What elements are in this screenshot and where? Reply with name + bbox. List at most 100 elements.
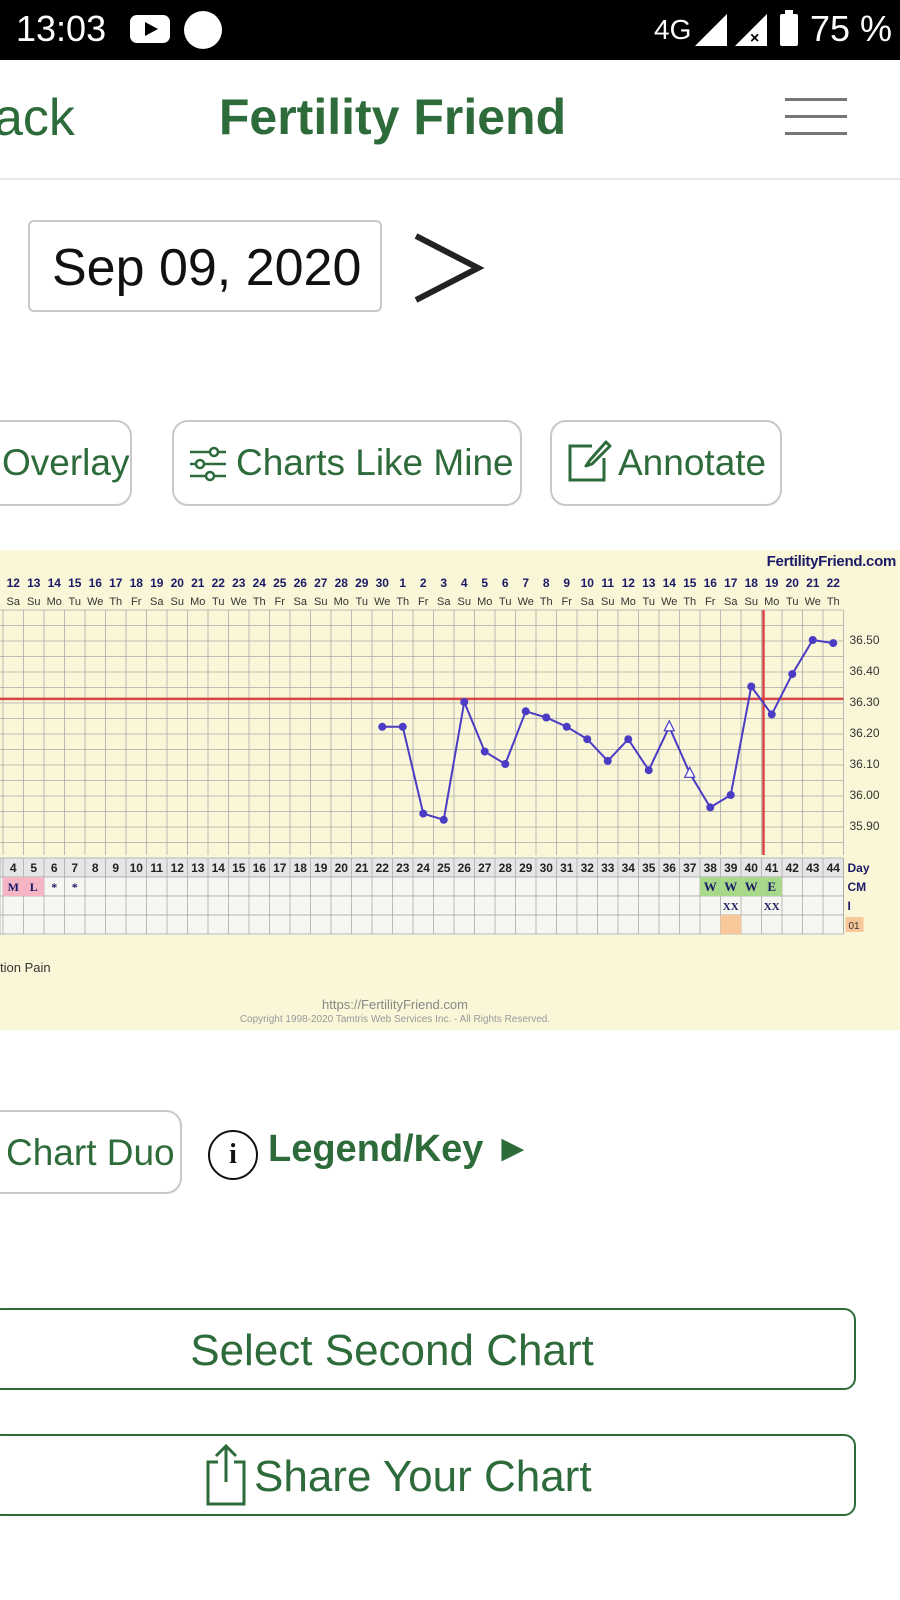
date-tick-label: 5: [481, 576, 488, 590]
date-tick-label: 23: [232, 576, 246, 590]
cycle-day-label: 39: [724, 861, 738, 875]
date-tick-label: 25: [273, 576, 287, 590]
weekday-tick-label: Th: [683, 596, 696, 608]
cycle-day-label: 32: [581, 861, 595, 875]
weekday-tick-label: Th: [109, 596, 122, 608]
date-tick-label: 3: [440, 576, 447, 590]
hamburger-menu-icon[interactable]: [785, 98, 847, 138]
temperature-point: [726, 791, 735, 799]
cycle-day-label: 9: [112, 861, 119, 875]
temperature-point: [706, 803, 715, 812]
date-tick-label: 21: [191, 576, 205, 590]
date-tick-label: 13: [27, 576, 41, 590]
cm-cell: [761, 877, 782, 896]
select-second-chart-button[interactable]: Select Second Chart: [0, 1308, 856, 1390]
date-tick-label: 28: [335, 576, 349, 590]
status-time: 13:03: [16, 8, 107, 49]
cycle-day-label: 30: [540, 861, 554, 875]
weekday-tick-label: Fr: [131, 596, 142, 608]
share-chart-button[interactable]: Share Your Chart: [0, 1434, 856, 1516]
weekday-tick-label: Th: [540, 596, 553, 608]
cycle-day-label: 14: [212, 861, 226, 875]
temperature-line: [382, 638, 834, 822]
weekday-tick-label: Tu: [786, 596, 798, 608]
cycle-day-label: 11: [150, 861, 163, 875]
legend-key-link[interactable]: Legend/Key ►: [268, 1128, 532, 1170]
weekday-tick-label: Tu: [69, 596, 81, 608]
temperature-point: [378, 722, 387, 731]
info-icon[interactable]: i: [208, 1130, 258, 1180]
date-tick-label: 2: [420, 576, 427, 590]
battery-icon: [780, 10, 798, 46]
date-tick-label: 24: [253, 576, 267, 590]
weekday-tick-label: Tu: [212, 596, 224, 608]
weekday-tick-label: Mo: [621, 596, 636, 608]
bbt-chart-panel: FertilityFriend.com 11F12Sa13Su14Mo15Tu1…: [0, 550, 900, 1030]
date-tick-label: 19: [150, 576, 164, 590]
temperature-point: [439, 815, 448, 824]
cycle-day-label: 34: [622, 861, 636, 875]
overlay-button[interactable]: Overlay: [0, 420, 132, 506]
date-tick-label: 22: [827, 576, 841, 590]
date-tick-label: 17: [724, 576, 738, 590]
temperature-point: [542, 713, 551, 722]
cycle-day-label: 22: [376, 861, 390, 875]
temperature-point: [521, 707, 530, 716]
cycle-day-label: 20: [335, 861, 349, 875]
youtube-icon: [130, 15, 170, 43]
date-tick-label: 15: [68, 576, 82, 590]
annotate-button[interactable]: Annotate: [550, 420, 782, 506]
share-chart-label: Share Your Chart: [254, 1452, 592, 1501]
date-tick-label: 20: [786, 576, 800, 590]
cycle-day-label: 23: [396, 861, 410, 875]
weekday-tick-label: Fr: [705, 596, 716, 608]
temperature-point: [747, 682, 756, 691]
signal-icon: [695, 14, 727, 46]
edit-icon: [568, 440, 612, 482]
signal-no-sim-icon: [735, 14, 767, 46]
date-tick-label: 20: [171, 576, 185, 590]
row-label: I: [848, 899, 851, 913]
cycle-day-label: 36: [663, 861, 677, 875]
weekday-tick-label: Th: [253, 596, 266, 608]
back-button[interactable]: ack: [0, 89, 75, 147]
intercourse-mark: XX: [723, 901, 739, 913]
cm-mark: W: [745, 879, 758, 894]
charts-like-mine-button[interactable]: Charts Like Mine: [172, 420, 522, 506]
data-row-bg: [0, 914, 844, 935]
weekday-tick-label: Su: [458, 596, 471, 608]
period-mark: *: [72, 880, 78, 894]
date-field[interactable]: Sep 09, 2020: [28, 220, 382, 312]
chevron-right-icon[interactable]: [412, 232, 492, 312]
cycle-day-label: 37: [683, 861, 697, 875]
cycle-day-label: 33: [601, 861, 615, 875]
row-label: Day: [848, 861, 870, 875]
date-tick-label: 6: [502, 576, 509, 590]
weekday-tick-label: Sa: [294, 596, 308, 608]
cm-mark: E: [767, 879, 776, 894]
date-tick-label: 1: [399, 576, 406, 590]
cycle-day-label: 25: [437, 861, 451, 875]
temperature-point: [583, 735, 592, 744]
temperature-point: [480, 747, 489, 756]
chart-duo-button[interactable]: Chart Duo: [0, 1110, 182, 1194]
cycle-day-label: 4: [10, 861, 17, 875]
temperature-point: [419, 809, 428, 818]
date-tick-label: 17: [109, 576, 123, 590]
app-bar: ack Fertility Friend: [0, 60, 900, 180]
cycle-day-label: 27: [478, 861, 492, 875]
y-tick-label: 36.20: [850, 726, 880, 740]
y-tick-label: 36.40: [850, 664, 880, 678]
cycle-day-label: 8: [92, 861, 99, 875]
date-tick-label: 29: [355, 576, 369, 590]
y-tick-label: 36.00: [850, 788, 880, 802]
cycle-day-label: 10: [130, 861, 144, 875]
date-tick-label: 7: [522, 576, 529, 590]
date-tick-label: 18: [745, 576, 759, 590]
cm-cell: [741, 877, 762, 896]
weekday-tick-label: Su: [314, 596, 327, 608]
temperature-point: [501, 760, 510, 768]
temperature-point: [460, 698, 469, 706]
cycle-day-label: 41: [765, 861, 779, 875]
weekday-tick-label: We: [374, 596, 390, 608]
